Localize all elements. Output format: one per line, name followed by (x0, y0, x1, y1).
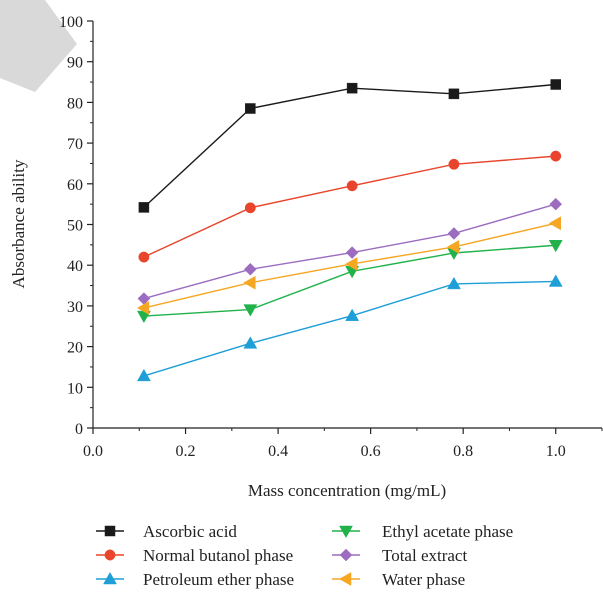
legend-item: Water phase (332, 570, 465, 589)
data-point (245, 103, 256, 114)
data-point (243, 275, 256, 290)
x-tick-label: 0.4 (268, 443, 288, 460)
y-tick-label: 30 (67, 299, 83, 316)
x-axis-title: Mass concentration (mg/mL) (248, 481, 446, 500)
data-point (446, 276, 461, 290)
series-4 (137, 197, 563, 305)
series-0 (138, 79, 561, 213)
x-tick-label: 0.6 (361, 443, 381, 460)
series-1 (138, 150, 562, 263)
legend-marker (338, 572, 352, 586)
y-tick-label: 0 (75, 421, 83, 438)
data-point (448, 158, 460, 170)
x-tick-label: 0.2 (176, 443, 196, 460)
legend-label: Total extract (382, 546, 467, 565)
data-point (550, 150, 562, 162)
watermark-shape (0, 0, 77, 92)
y-tick-label: 40 (67, 258, 83, 275)
legend-item: Ethyl acetate phase (332, 522, 513, 541)
data-point (548, 240, 563, 253)
data-point (549, 197, 563, 211)
data-point (448, 88, 460, 100)
data-point (447, 227, 461, 240)
legend-marker (104, 549, 116, 561)
data-point (345, 308, 360, 321)
series-2 (136, 274, 563, 382)
data-point (446, 239, 460, 254)
series-3 (136, 240, 563, 324)
data-point (138, 202, 150, 213)
x-tick-label: 0.8 (453, 443, 473, 460)
y-tick-label: 70 (67, 136, 83, 153)
data-point (244, 202, 256, 214)
legend-label: Ethyl acetate phase (382, 522, 513, 541)
data-point (346, 82, 358, 94)
series-line (143, 155, 556, 258)
data-point (136, 301, 150, 315)
data-point (345, 257, 358, 271)
data-point (550, 79, 561, 90)
y-tick-label: 60 (67, 177, 83, 194)
data-point (243, 336, 258, 349)
legend-label: Water phase (382, 570, 465, 589)
legend-item: Petroleum ether phase (96, 570, 294, 589)
y-tick-label: 80 (67, 95, 83, 112)
legend-marker (103, 571, 117, 585)
legend-label: Ascorbic acid (143, 522, 237, 541)
legend-item: Normal butanol phase (96, 546, 293, 565)
y-tick-label: 100 (59, 14, 83, 31)
data-point (138, 251, 150, 263)
legend-marker (104, 525, 116, 537)
legend-marker (339, 525, 353, 539)
axes: 0 10 20 30 40 50 60 70 80 90 100 0.0 0.2 0.4 0.6 0.8 1.0 (59, 14, 603, 460)
data-point (136, 368, 151, 382)
data-point (243, 304, 258, 317)
series-layer (136, 79, 563, 382)
data-point (548, 216, 561, 231)
data-point (243, 262, 257, 276)
data-point (345, 246, 359, 259)
data-point (548, 274, 563, 287)
y-tick-label: 90 (67, 55, 83, 72)
legend-marker (339, 548, 353, 562)
series-line (143, 280, 556, 377)
y-tick-label: 20 (67, 340, 83, 357)
y-tick-label: 10 (67, 380, 83, 397)
x-tick-label: 0.0 (83, 443, 103, 460)
legend-label: Normal butanol phase (143, 546, 293, 565)
legend-item: Total extract (332, 546, 467, 565)
legend-label: Petroleum ether phase (143, 570, 294, 589)
data-point (346, 180, 358, 192)
legend-item: Ascorbic acid (96, 522, 237, 541)
y-axis-title: Absorbance ability (9, 159, 28, 288)
legend: Ascorbic acid Normal butanol phase Petrole… (96, 522, 513, 589)
y-tick-label: 50 (67, 218, 83, 235)
x-tick-label: 1.0 (546, 443, 566, 460)
series-5 (136, 216, 561, 315)
